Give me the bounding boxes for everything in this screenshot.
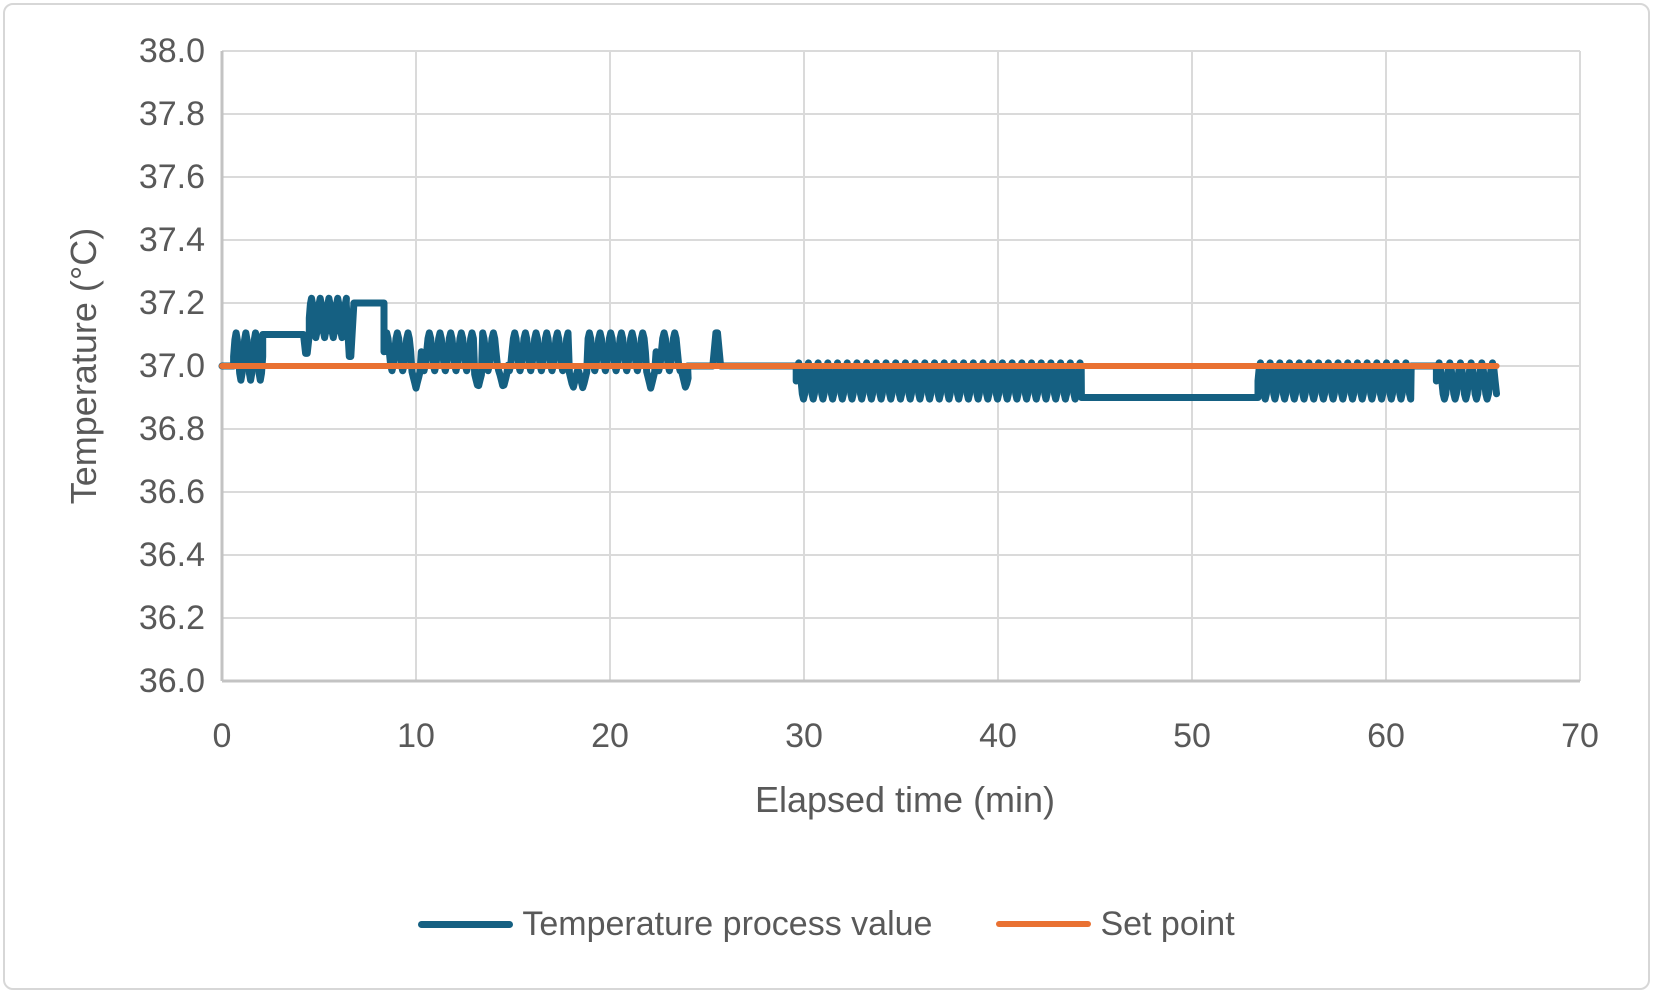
chart-border: [3, 3, 1650, 990]
x-axis-title: Elapsed time (min): [754, 779, 1056, 820]
y-tick-label: 36.6: [138, 473, 205, 511]
y-tick-label: 37.2: [138, 284, 205, 322]
y-tick-label: 38.0: [138, 32, 205, 70]
y-tick-label: 37.6: [138, 158, 205, 196]
y-tick-label: 36.8: [138, 410, 205, 448]
x-tick-label: 50: [1173, 717, 1211, 755]
x-tick-label: 60: [1367, 717, 1405, 755]
legend-label: Set point: [1100, 905, 1235, 943]
legend: Temperature process value Set point: [0, 904, 1653, 944]
y-tick-label: 36.4: [138, 536, 205, 574]
legend-line-swatch: [418, 920, 514, 928]
x-tick-label: 30: [785, 717, 823, 755]
y-tick-label: 37.0: [138, 347, 205, 385]
x-tick-label: 20: [591, 717, 629, 755]
legend-label: Temperature process value: [522, 905, 933, 943]
x-tick-label: 70: [1561, 717, 1599, 755]
y-tick-label: 37.8: [138, 95, 205, 133]
legend-item: Set point: [996, 904, 1235, 944]
y-tick-label: 36.0: [138, 662, 205, 700]
series-line-0: [218, 294, 1500, 403]
x-tick-label: 0: [212, 717, 232, 755]
x-tick-label: 40: [979, 717, 1017, 755]
y-axis-title: Temperature (°C): [63, 227, 104, 505]
legend-line-swatch: [996, 921, 1092, 927]
y-tick-label: 37.4: [138, 221, 205, 259]
legend-item: Temperature process value: [418, 904, 932, 944]
x-tick-label: 10: [397, 717, 435, 755]
y-tick-label: 36.2: [138, 599, 205, 637]
